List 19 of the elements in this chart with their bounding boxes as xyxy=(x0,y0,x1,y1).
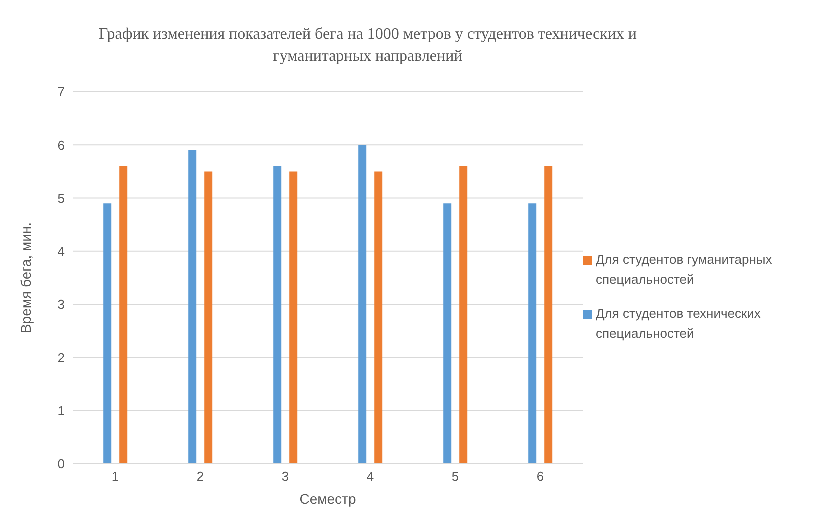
y-tick-label: 0 xyxy=(58,456,65,472)
y-tick-label: 4 xyxy=(58,244,65,260)
x-tick-label: 5 xyxy=(452,469,460,484)
x-tick-label: 4 xyxy=(366,469,374,484)
legend-label: Для студентов технических специальностей xyxy=(596,305,762,343)
y-tick-label: 6 xyxy=(58,138,65,153)
legend-label: Для студентов гуманитарных специальностей xyxy=(596,251,774,289)
chart-title: График изменения показателей бега на 1000 метров у студентов технических и гуманитарных направлений xyxy=(98,25,638,67)
y-axis-title: Время бега, мин. xyxy=(18,222,34,334)
x-tick-label: 1 xyxy=(112,469,120,484)
x-tick-label: 3 xyxy=(282,469,290,484)
x-axis-title: Семестр xyxy=(300,491,356,507)
x-tick-label: 6 xyxy=(536,469,544,484)
y-tick-label: 2 xyxy=(58,350,65,366)
y-tick-label: 5 xyxy=(58,190,65,206)
y-tick-label: 1 xyxy=(58,403,65,418)
x-tick-label: 2 xyxy=(196,469,204,484)
y-tick-label: 7 xyxy=(58,84,65,100)
y-tick-label: 3 xyxy=(58,297,65,312)
